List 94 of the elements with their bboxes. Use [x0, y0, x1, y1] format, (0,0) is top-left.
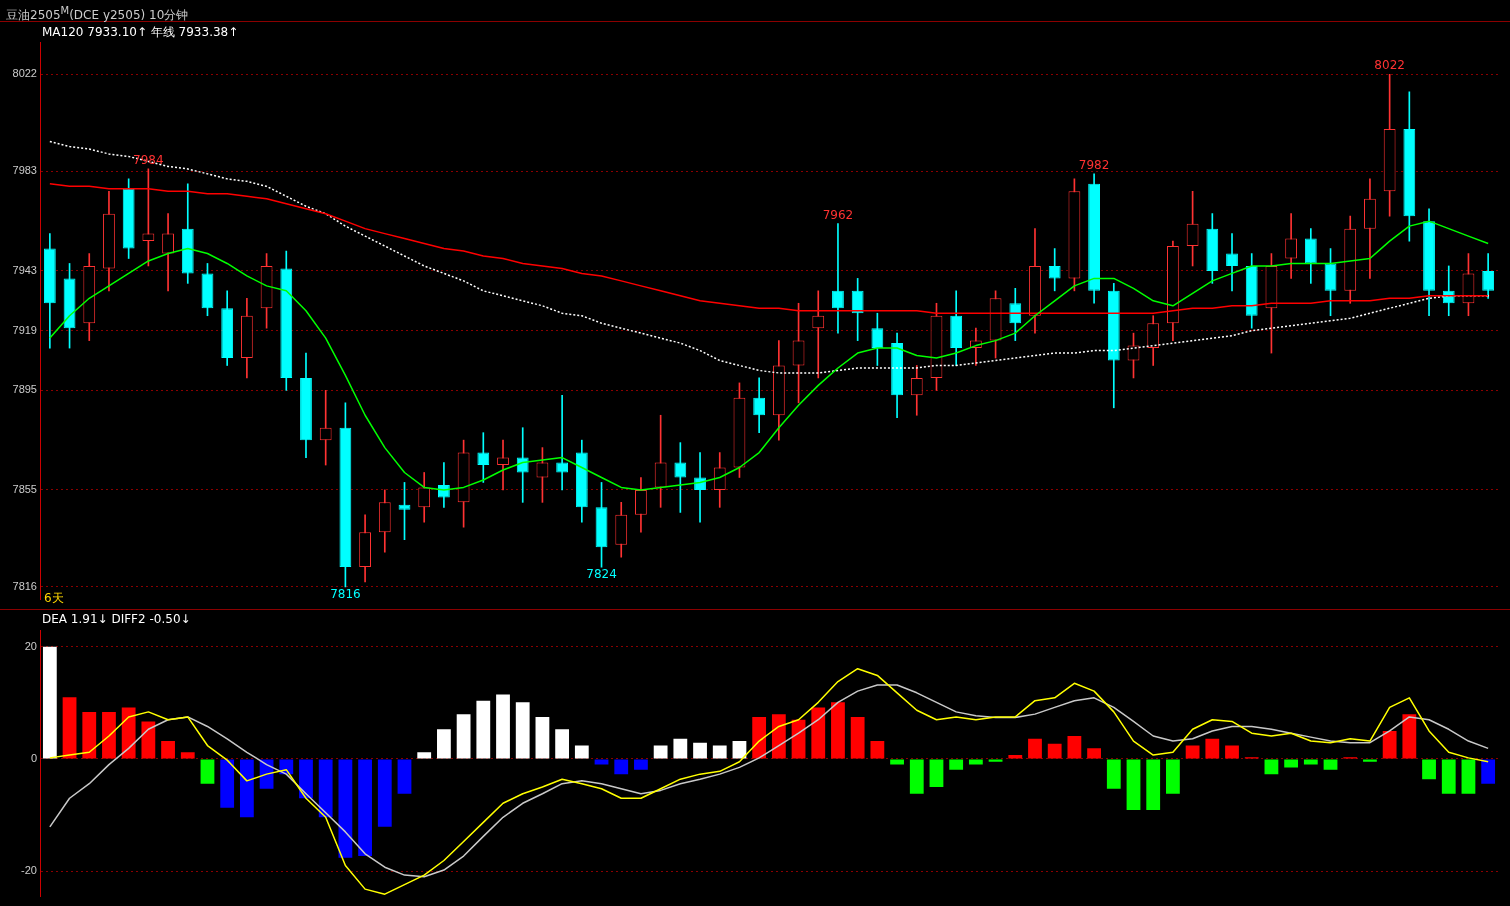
bar — [1264, 759, 1279, 775]
bar — [1461, 759, 1476, 794]
bar — [712, 745, 727, 759]
y-tick-label: 7983 — [12, 164, 37, 177]
bar — [811, 707, 826, 759]
bar — [180, 752, 195, 759]
bar — [299, 759, 313, 799]
bar — [909, 759, 924, 794]
bar — [1441, 759, 1456, 794]
candlestick — [556, 395, 569, 491]
bar — [988, 759, 1003, 762]
bar — [141, 721, 156, 759]
bar — [831, 702, 845, 759]
bar — [1028, 738, 1042, 759]
bar — [634, 759, 648, 770]
bar — [929, 759, 944, 788]
y-tick-label: 0 — [30, 752, 37, 765]
bar — [377, 759, 392, 827]
annotation: 8022 — [1374, 58, 1405, 73]
y-tick-label: 20 — [24, 639, 37, 652]
y-tick-label: 7919 — [12, 323, 37, 336]
bar — [102, 711, 116, 759]
bar — [673, 738, 688, 759]
bar — [574, 745, 589, 759]
bar — [949, 759, 964, 770]
bar — [693, 742, 707, 759]
annotation: 7816 — [330, 587, 361, 602]
bar — [1225, 745, 1239, 759]
bar — [42, 646, 57, 759]
chart-subtitle: MA120 7933.10↑ 年线 7933.38↑ — [42, 24, 239, 41]
bar — [437, 729, 451, 759]
y-tick-label: 7943 — [12, 263, 37, 276]
candlestick — [694, 452, 706, 523]
chart-subtitle: DEA 1.91↓ DIFF2 -0.50↓ — [42, 612, 191, 626]
candlestick — [832, 223, 844, 334]
bar — [594, 759, 609, 765]
bar — [968, 759, 983, 765]
bar — [1146, 759, 1161, 811]
bar — [870, 741, 885, 759]
bar — [1481, 759, 1496, 784]
bar — [1303, 759, 1318, 765]
bar — [1402, 714, 1417, 759]
bar — [161, 741, 175, 759]
bar — [1067, 736, 1082, 759]
candlestick — [497, 439, 509, 491]
y-tick-label: 7816 — [12, 579, 37, 592]
bar — [358, 759, 372, 857]
bar — [1166, 759, 1180, 794]
bar — [397, 759, 412, 794]
candlestick — [812, 290, 825, 379]
bar — [535, 716, 550, 759]
bar — [1106, 759, 1121, 789]
annotation: 7962 — [822, 207, 854, 222]
bar — [1382, 730, 1397, 759]
bar — [771, 714, 786, 759]
bar — [1087, 748, 1101, 759]
y-tick-label: 8022 — [12, 67, 37, 80]
annotation: 7982 — [1078, 158, 1110, 173]
bar — [200, 759, 215, 784]
bar — [1284, 759, 1299, 768]
bar — [62, 697, 77, 759]
chart-title: 豆油2505$^{M}$(DCE y2505) 10分钟 — [0, 0, 1510, 22]
bar — [555, 729, 570, 759]
bar — [1422, 759, 1436, 780]
bar — [318, 759, 333, 818]
bar — [121, 707, 136, 759]
bar — [890, 759, 904, 765]
bar — [614, 759, 629, 775]
annotation: 7984 — [133, 153, 164, 168]
bar — [496, 694, 510, 759]
bar — [1126, 759, 1141, 811]
bar — [515, 702, 530, 759]
bar — [1047, 743, 1062, 759]
bar — [417, 752, 432, 759]
bar — [1185, 745, 1200, 759]
bar — [239, 759, 254, 818]
bar — [1205, 738, 1220, 759]
bar — [1323, 759, 1338, 770]
bar — [752, 716, 767, 759]
bar — [338, 759, 353, 858]
y-tick-label: -20 — [21, 864, 37, 877]
annotation: 7824 — [586, 567, 617, 582]
bar — [850, 716, 865, 759]
bar — [476, 700, 491, 759]
bar — [456, 714, 471, 759]
y-tick-label: 7895 — [12, 383, 37, 396]
candlestick — [1226, 233, 1238, 292]
bar — [82, 711, 97, 759]
bar — [220, 759, 235, 808]
y-tick-label: 7855 — [12, 482, 37, 495]
bar — [653, 745, 668, 759]
annotation: 6天 — [44, 590, 64, 607]
bar — [1363, 759, 1377, 762]
candlestick — [319, 390, 332, 466]
